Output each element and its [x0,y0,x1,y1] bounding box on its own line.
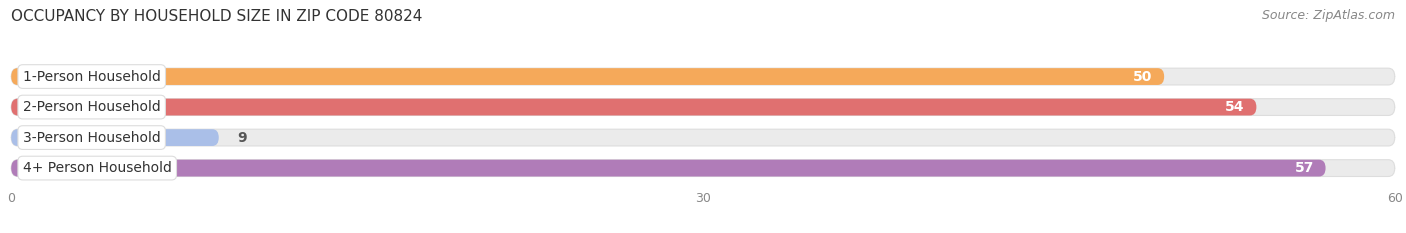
Text: 2-Person Household: 2-Person Household [22,100,160,114]
FancyBboxPatch shape [11,160,1395,176]
Text: 57: 57 [1295,161,1315,175]
FancyBboxPatch shape [11,129,1395,146]
Text: Source: ZipAtlas.com: Source: ZipAtlas.com [1261,9,1395,22]
Text: 1-Person Household: 1-Person Household [22,70,160,84]
Text: 54: 54 [1226,100,1244,114]
FancyBboxPatch shape [11,129,219,146]
FancyBboxPatch shape [11,68,1395,85]
FancyBboxPatch shape [11,99,1395,116]
Text: OCCUPANCY BY HOUSEHOLD SIZE IN ZIP CODE 80824: OCCUPANCY BY HOUSEHOLD SIZE IN ZIP CODE … [11,9,423,24]
FancyBboxPatch shape [11,68,1164,85]
Text: 3-Person Household: 3-Person Household [22,130,160,145]
Text: 9: 9 [238,130,247,145]
FancyBboxPatch shape [11,160,1326,176]
Text: 4+ Person Household: 4+ Person Household [22,161,172,175]
Text: 50: 50 [1133,70,1153,84]
FancyBboxPatch shape [11,99,1257,116]
